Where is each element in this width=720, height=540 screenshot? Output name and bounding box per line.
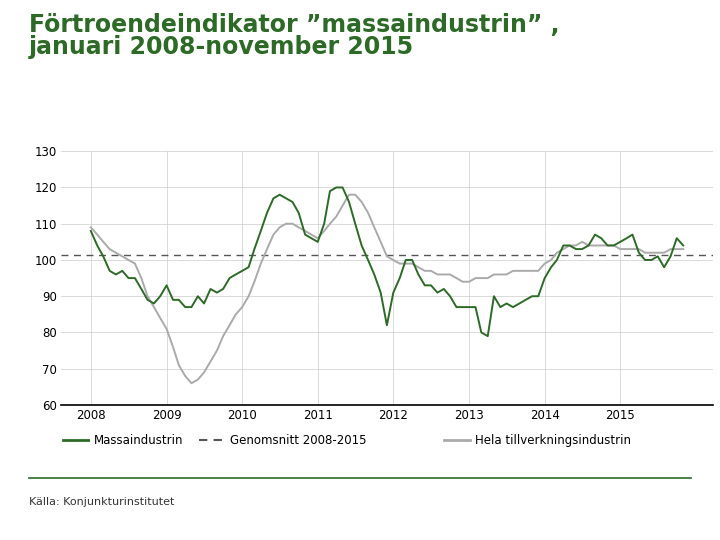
Line: Massaindustrin: Massaindustrin bbox=[91, 187, 683, 336]
Text: Hela tillverkningsindustrin: Hela tillverkningsindustrin bbox=[475, 434, 631, 447]
Line: Hela tillverkningsindustrin: Hela tillverkningsindustrin bbox=[91, 195, 683, 383]
Text: Källa: Konjunkturinstitutet: Källa: Konjunkturinstitutet bbox=[29, 497, 174, 507]
Text: januari 2008-november 2015: januari 2008-november 2015 bbox=[29, 35, 414, 59]
Text: Förtroendeindikator ”massaindustrin” ,: Förtroendeindikator ”massaindustrin” , bbox=[29, 14, 559, 37]
Text: Genomsnitt 2008-2015: Genomsnitt 2008-2015 bbox=[230, 434, 367, 447]
Text: Massaindustrin: Massaindustrin bbox=[94, 434, 183, 447]
